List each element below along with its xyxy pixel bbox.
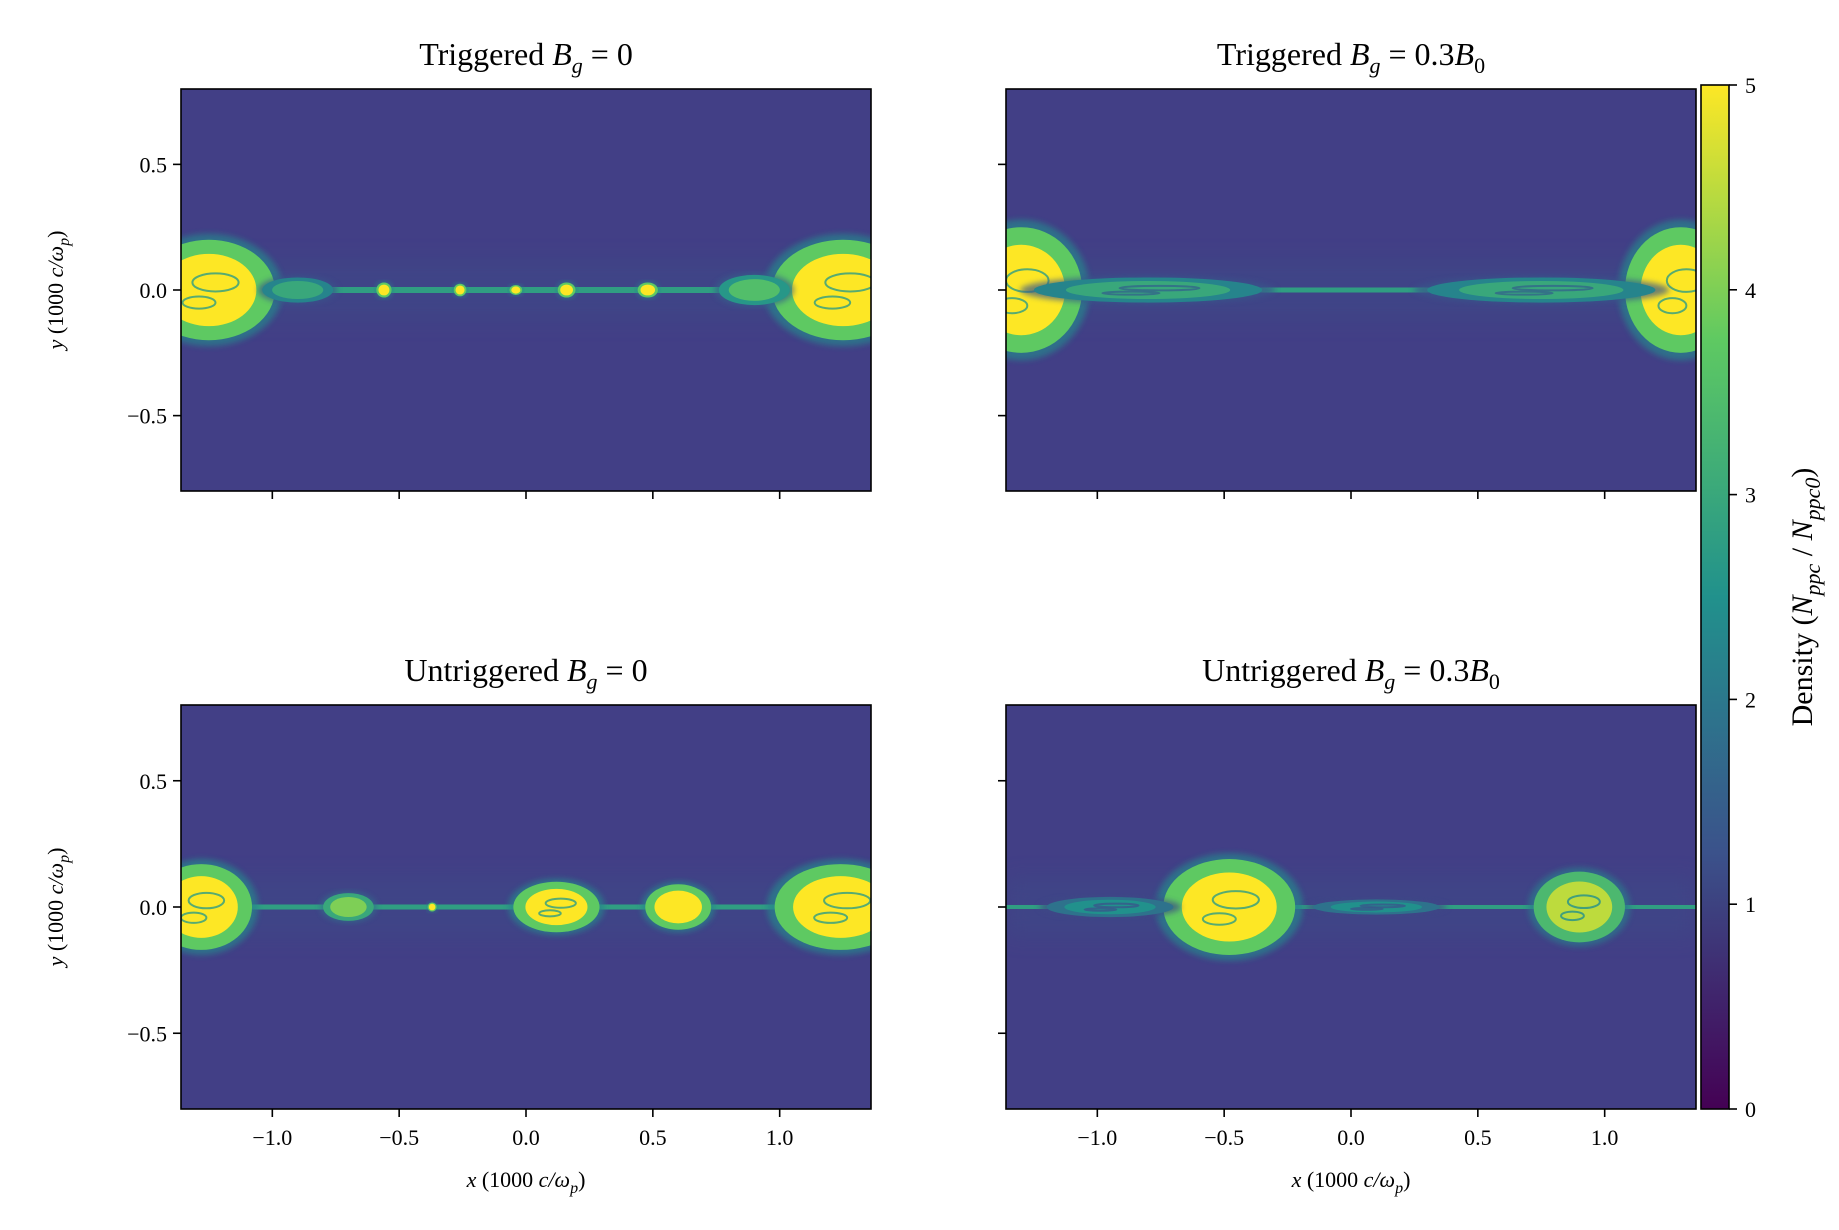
y-tick-label: −0.5 [127, 404, 167, 429]
plasmoid-9 [636, 281, 660, 299]
x-tick-label: 0.5 [1464, 1125, 1492, 1150]
x-tick-label: 1.0 [766, 1125, 794, 1150]
panel-3: −1.0 −0.5 0.0 0.5 1.0 0.5 0.0 −0.5 Untriggered B… [43, 652, 872, 1197]
x-tick-label: −0.5 [379, 1125, 419, 1150]
panel-title: Triggered Bg = 0 [419, 36, 633, 78]
plasmoid-1 [181, 233, 283, 347]
plasmoid-2 [763, 233, 871, 347]
colorbar-tick-label: 4 [1745, 278, 1756, 303]
plasmoid-4 [427, 901, 438, 913]
y-axis-label: y (1000 c/ωp) [43, 231, 73, 352]
plasmoid-1 [1155, 853, 1304, 961]
x-tick-label: −1.0 [252, 1125, 292, 1150]
plasmoid-4 [714, 273, 795, 307]
x-tick-label: 0.0 [512, 1125, 540, 1150]
x-tick-label: −0.5 [1204, 1125, 1244, 1150]
plasmoid-3 [1020, 275, 1276, 305]
plasmoid-2 [1528, 867, 1631, 947]
y-tick-label: 0.0 [140, 278, 168, 303]
colorbar: 0 1 2 3 4 5 Density (Nppc / Nppc0) [1700, 73, 1825, 1122]
plasmoid-5 [375, 281, 393, 299]
x-tick-label: 0.5 [639, 1125, 667, 1150]
plasmoid-7 [508, 284, 523, 296]
panel-title: Untriggered Bg = 0.3B0 [1202, 652, 1500, 694]
plasmoid-8 [556, 281, 577, 299]
plasmoid-6 [641, 881, 716, 933]
y-axis-label: y (1000 c/ωp) [43, 848, 73, 969]
y-tick-label: −0.5 [127, 1021, 167, 1046]
panel-2: Triggered Bg = 0.3B0 [998, 36, 1697, 499]
plasmoid-6 [452, 282, 468, 298]
plasmoid-1 [181, 858, 259, 956]
plasmoid-5 [508, 878, 605, 936]
panel-4: −1.0 −0.5 0.0 0.5 1.0 Untriggered Bg = 0.3B0 x… [998, 652, 1697, 1197]
colorbar-tick-label: 1 [1745, 892, 1756, 917]
plasmoid-3 [1038, 895, 1182, 919]
colorbar-label: Density (Nppc / Nppc0) [1786, 468, 1825, 727]
colorbar-tick-label: 0 [1745, 1097, 1756, 1122]
density-map [1006, 705, 1696, 1109]
density-map [181, 89, 871, 491]
colorbar-tick-label: 2 [1745, 687, 1756, 712]
x-tick-label: 0.0 [1337, 1125, 1365, 1150]
plasmoid-4 [1305, 898, 1448, 916]
panel-title: Triggered Bg = 0.3B0 [1217, 36, 1485, 78]
panel-title: Untriggered Bg = 0 [404, 652, 647, 694]
x-tick-label: 1.0 [1591, 1125, 1619, 1150]
x-axis-label: x (1000 c/ωp) [466, 1167, 586, 1197]
density-map [1006, 89, 1696, 491]
y-tick-label: 0.5 [140, 152, 168, 177]
y-tick-label: 0.0 [140, 895, 168, 920]
plasmoid-3 [257, 275, 338, 305]
plasmoid-3 [320, 891, 377, 923]
x-tick-label: −1.0 [1077, 1125, 1117, 1150]
colorbar-gradient [1700, 84, 1730, 1110]
current-sheet [181, 286, 871, 294]
panel-1: 0.5 0.0 −0.5 Triggered Bg = 0 y (1000 c/ωp) [43, 36, 872, 499]
colorbar-tick-label: 3 [1745, 483, 1756, 508]
colorbar-tick-label: 5 [1745, 73, 1756, 98]
x-axis-label: x (1000 c/ωp) [1291, 1167, 1411, 1197]
current-sheet [1006, 287, 1696, 293]
plasmoid-4 [1413, 275, 1670, 305]
y-tick-label: 0.5 [140, 769, 168, 794]
plasmoid-2 [766, 858, 871, 956]
density-map [181, 705, 871, 1109]
